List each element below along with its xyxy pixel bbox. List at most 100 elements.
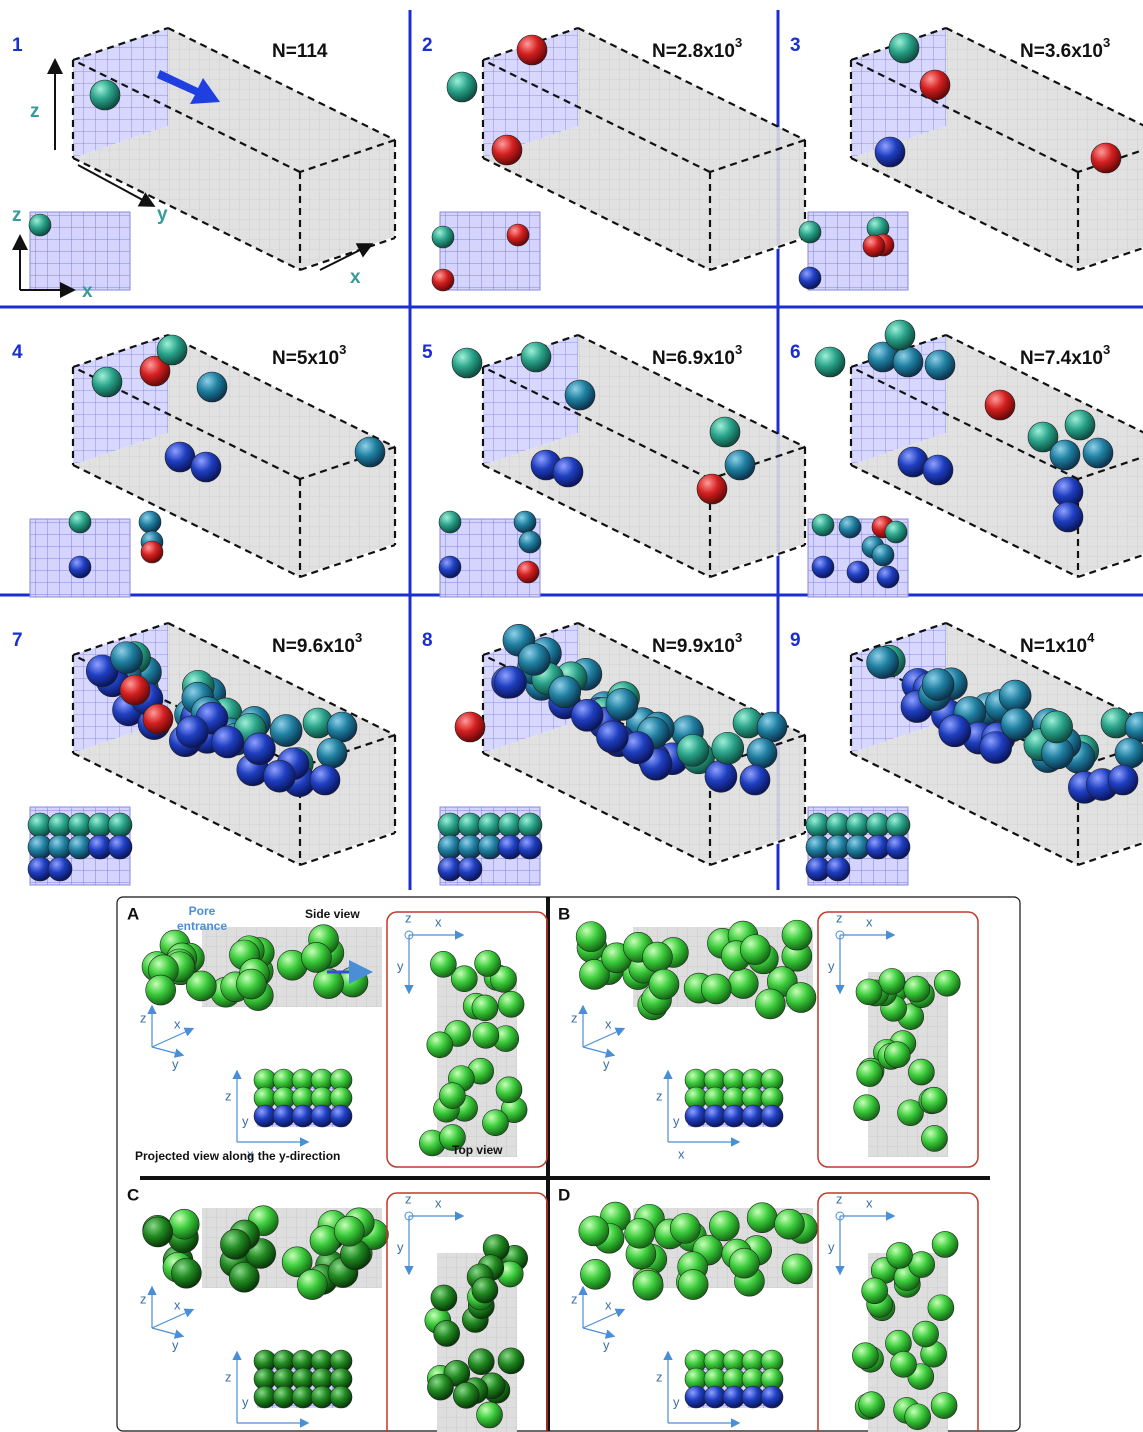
top-view-box (386, 911, 548, 1168)
sphere (825, 856, 851, 882)
view-axis (582, 1046, 616, 1058)
projection-inset (439, 211, 541, 291)
sphere (516, 34, 548, 66)
box-edge (482, 366, 711, 480)
n-label: N=7.4x103 (1020, 342, 1110, 369)
box-edge (850, 752, 1079, 866)
sphere (781, 919, 813, 951)
panel-number: 8 (422, 630, 433, 651)
n-label: N=6.9x103 (652, 342, 742, 369)
box-edge (1077, 455, 1143, 481)
sphere (497, 1347, 525, 1375)
pore-entrance-face (483, 28, 578, 158)
sphere (68, 555, 92, 579)
sphere (281, 1246, 313, 1278)
axis-label: z (140, 1291, 147, 1306)
sphere (142, 703, 174, 735)
box-edge (1077, 841, 1143, 867)
box-edge (850, 464, 1079, 578)
sphere (451, 965, 478, 993)
n-label: N=1x104 (1020, 630, 1095, 657)
sphere (676, 734, 710, 767)
sphere (431, 225, 455, 249)
box-edge (709, 831, 806, 867)
sphere (47, 856, 73, 882)
axis-label: z (405, 910, 412, 925)
sphere (938, 714, 972, 748)
sphere (431, 268, 455, 292)
n-label-exponent: 3 (339, 342, 346, 357)
box-floor (483, 721, 805, 865)
sphere (430, 1284, 458, 1312)
side-view-label: Side view (305, 907, 360, 921)
axis-label: x (350, 267, 361, 288)
sphere (922, 454, 954, 486)
box-edge (709, 138, 806, 174)
sphere (798, 266, 822, 290)
sphere (139, 355, 171, 387)
panel-number: 4 (12, 342, 23, 363)
sphere (426, 1031, 454, 1059)
sphere (709, 416, 741, 448)
pore-entrance-line: entrance (177, 919, 227, 933)
sphere (856, 1060, 883, 1087)
sphere (156, 334, 188, 366)
axis-label: y (603, 1337, 610, 1352)
pore-entrance-label: Pore entrance (177, 904, 227, 933)
axis-label: z (836, 910, 843, 925)
sphere (919, 69, 951, 101)
sphere (876, 565, 900, 589)
box-floor (851, 721, 1143, 865)
sphere (1090, 142, 1122, 174)
axis-label: y (603, 1056, 610, 1071)
pore-entrance-line: Pore (189, 904, 216, 918)
sphere (564, 379, 596, 411)
box-edge (1077, 553, 1143, 579)
sphere (457, 856, 483, 882)
view-axis (582, 1327, 616, 1339)
sphere (472, 1022, 500, 1049)
box-edge (72, 333, 169, 369)
sphere (1027, 421, 1059, 453)
sphere (474, 950, 501, 977)
sphere (467, 1348, 495, 1376)
sphere (853, 1094, 880, 1121)
sphere (164, 441, 196, 473)
sphere (814, 346, 846, 378)
view-letter: C (127, 1185, 139, 1204)
n-label-exponent: 3 (1103, 35, 1110, 50)
sphere (68, 510, 92, 534)
sphere (243, 732, 276, 766)
box-edge (167, 622, 396, 736)
box-edge (850, 366, 1079, 480)
sphere (186, 970, 217, 1002)
sphere (892, 346, 924, 378)
n-label-exponent: 3 (735, 630, 742, 645)
axis-label: x (247, 1427, 254, 1432)
sphere (979, 731, 1012, 764)
n-label: N=3.6x103 (1020, 35, 1110, 62)
box-edge (945, 27, 1143, 127)
sphere (605, 688, 639, 721)
view-letter: A (127, 904, 139, 923)
axis-label: y (828, 958, 835, 973)
n-label: N=9.9x103 (652, 630, 742, 657)
view-letter: B (558, 904, 570, 923)
box-edge (167, 27, 396, 141)
sphere (518, 530, 542, 554)
sphere (846, 560, 870, 584)
box-edge (167, 334, 396, 448)
axis-label: z (405, 1191, 412, 1206)
sphere (517, 643, 551, 676)
simulation-panel: 3 N=3.6x103 (790, 26, 1143, 291)
sphere (471, 1276, 499, 1304)
view-axis (151, 1046, 185, 1058)
sphere (708, 1210, 740, 1242)
box-edge (850, 157, 1079, 271)
axis-label: y (157, 204, 168, 225)
sphere (920, 1086, 948, 1114)
n-label-text: N=6.9x10 (652, 348, 735, 369)
top-view-box (386, 1192, 548, 1432)
